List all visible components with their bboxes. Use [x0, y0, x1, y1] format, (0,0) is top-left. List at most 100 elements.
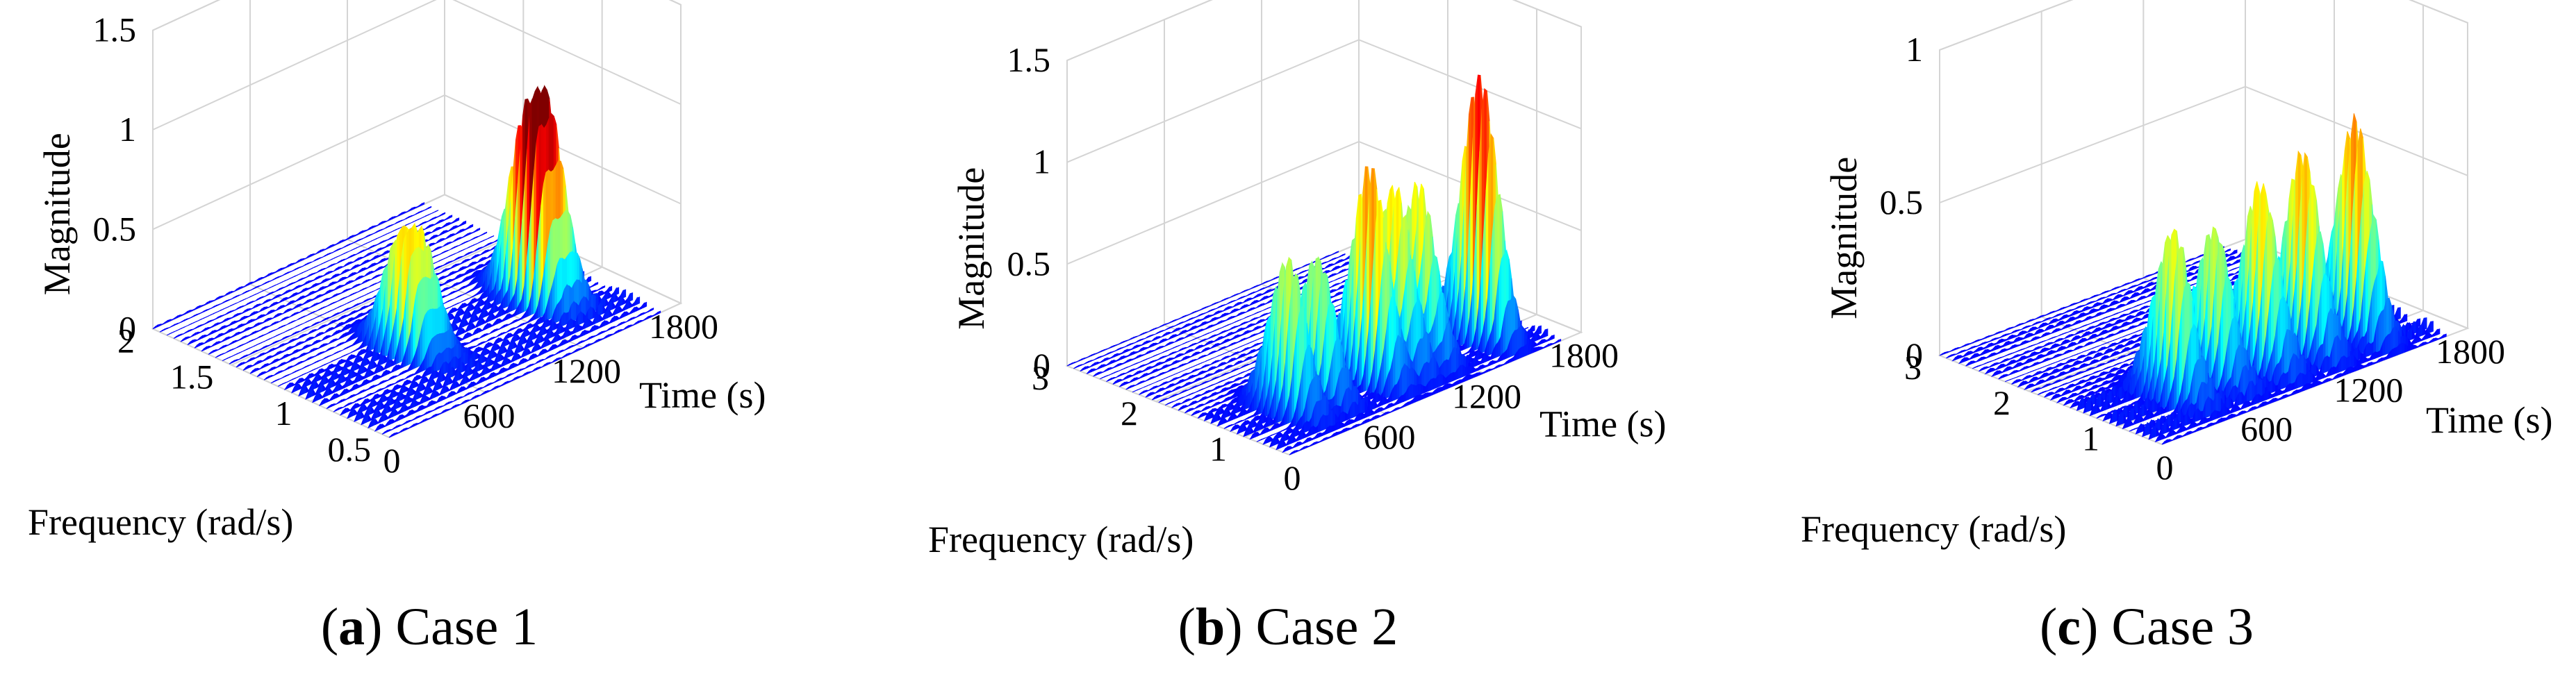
surface-cell-b: [1084, 366, 1088, 370]
surface-cell-b: [1230, 332, 1235, 335]
surface-cell-a: [293, 364, 297, 367]
surface-cell-a: [310, 290, 313, 296]
surface-cell-a: [367, 260, 371, 263]
surface-cell-a: [404, 403, 408, 412]
surface-cell-a: [333, 308, 336, 310]
surface-cell-b: [1183, 355, 1187, 361]
surface-cell-a: [469, 298, 473, 305]
surface-cell-a: [289, 321, 292, 324]
surface-cell-a: [557, 333, 561, 342]
surface-cell-a: [285, 381, 288, 384]
surface-cell-a: [261, 306, 265, 312]
surface-cell-a: [645, 310, 649, 314]
surface-cell-a: [424, 394, 428, 403]
surface-cell-a: [435, 246, 438, 251]
surface-cell-b: [1237, 308, 1240, 312]
surface-cell-a: [236, 364, 240, 368]
surface-cell-a: [602, 312, 606, 321]
surface-cell-a: [440, 373, 444, 383]
surface-cell-b: [1336, 292, 1339, 296]
surface-cell-a: [388, 370, 392, 375]
surface-cell-b: [1253, 307, 1257, 310]
surface-cell-a: [197, 337, 201, 341]
surface-cell-a: [365, 398, 368, 405]
surface-cell-a: [347, 243, 350, 246]
surface-cell-a: [275, 346, 279, 350]
surface-cell-a: [441, 287, 445, 292]
surface-cell-b: [1204, 355, 1208, 357]
surface-cell-a: [206, 345, 210, 350]
surface-cell-a: [320, 313, 324, 317]
surface-cell-b: [1127, 358, 1131, 362]
surface-cell-b: [1262, 323, 1266, 328]
surface-cell-b: [1158, 353, 1162, 355]
surface-cell-a: [456, 315, 460, 324]
surface-cell-a: [297, 349, 300, 353]
surface-cell-a: [498, 368, 502, 375]
surface-cell-a: [243, 291, 247, 294]
surface-cell-a: [468, 258, 471, 262]
surface-cell-b: [1269, 294, 1273, 298]
surface-cell-b: [1138, 380, 1141, 385]
surface-cell-b: [1214, 350, 1218, 353]
surface-cell-a: [281, 362, 285, 367]
surface-cell-a: [413, 416, 418, 420]
surface-cell-b: [1209, 309, 1212, 312]
surface-cell-b: [1103, 369, 1106, 373]
surface-cell-b: [1143, 340, 1148, 345]
surface-cell-a: [351, 248, 355, 251]
surface-cell-a: [358, 250, 362, 254]
surface-cell-a: [351, 254, 354, 258]
surface-cell-a: [540, 342, 544, 349]
surface-cell-a: [188, 328, 192, 333]
surface-cell-a: [464, 233, 468, 237]
surface-cell-a: [477, 362, 480, 372]
surface-cell-a: [470, 333, 473, 337]
surface-cell-a: [331, 327, 335, 330]
surface-cell-b: [1332, 273, 1336, 277]
surface-cell-a: [243, 323, 247, 326]
surface-cell-a: [602, 319, 605, 328]
surface-cell-a: [554, 321, 557, 330]
surface-cell-a: [462, 299, 466, 302]
surface-cell-b: [1301, 279, 1305, 285]
surface-cell-b: [1113, 376, 1117, 379]
surface-cell-a: [401, 392, 404, 401]
surface-cell-a: [566, 346, 570, 350]
surface-cell-b: [1148, 356, 1153, 359]
surface-cell-a: [362, 398, 365, 405]
surface-cell-a: [340, 342, 344, 346]
surface-cell-a: [345, 302, 349, 305]
surface-cell-b: [1167, 353, 1171, 357]
surface-cell-a: [381, 266, 385, 269]
surface-cell-a: [368, 278, 372, 281]
surface-cell-a: [312, 266, 315, 269]
surface-cell-a: [421, 414, 424, 417]
surface-cell-b: [1163, 350, 1167, 353]
surface-cell-a: [254, 298, 258, 301]
surface-cell-b: [1231, 316, 1235, 319]
surface-cell-a: [329, 264, 332, 268]
surface-cell-a: [563, 312, 567, 326]
surface-cell-b: [1171, 357, 1175, 360]
surface-cell-a: [327, 278, 331, 281]
surface-cell-a: [601, 290, 605, 296]
surface-cell-a: [466, 246, 470, 249]
surface-cell-a: [445, 307, 449, 310]
surface-cell-b: [1247, 330, 1250, 334]
surface-cell-a: [428, 236, 432, 241]
surface-cell-a: [298, 361, 302, 365]
surface-cell-a: [224, 358, 228, 360]
surface-cell-a: [311, 341, 315, 346]
surface-cell-a: [286, 322, 290, 326]
surface-cell-a: [309, 373, 313, 379]
surface-cell-a: [283, 375, 286, 378]
surface-cell-a: [290, 371, 294, 375]
surface-cell-a: [261, 301, 265, 305]
surface-cell-a: [267, 331, 270, 335]
surface-cell-a: [290, 293, 295, 298]
surface-cell-a: [320, 392, 323, 400]
surface-cell-a: [308, 326, 311, 328]
surface-cell-a: [230, 310, 233, 313]
surface-cell-a: [229, 355, 233, 358]
